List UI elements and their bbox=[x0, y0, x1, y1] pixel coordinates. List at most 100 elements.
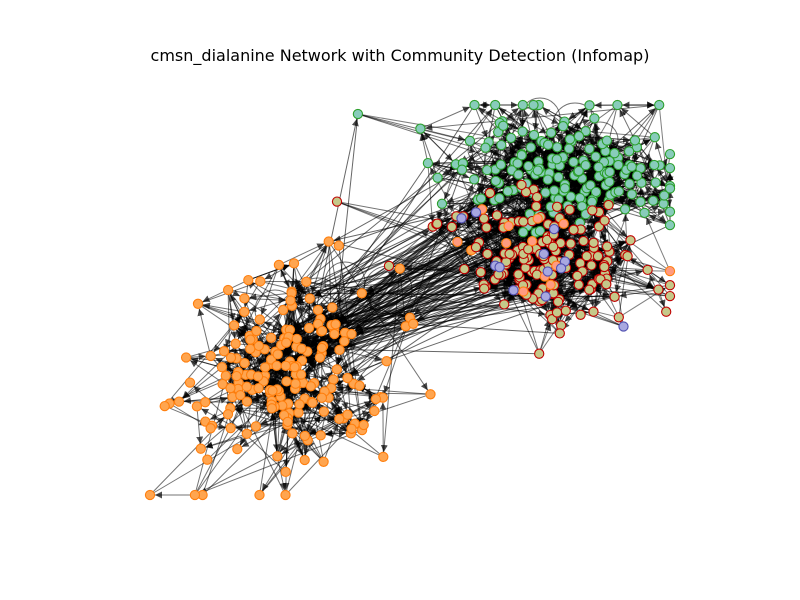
network-edge bbox=[333, 190, 555, 243]
network-node bbox=[650, 177, 661, 188]
network-node bbox=[580, 160, 591, 171]
network-edge bbox=[227, 289, 238, 339]
network-node bbox=[356, 288, 367, 299]
network-edge bbox=[326, 284, 555, 354]
network-node bbox=[626, 189, 637, 200]
network-node bbox=[216, 362, 228, 373]
network-edge bbox=[335, 195, 628, 325]
network-node bbox=[318, 406, 330, 417]
network-edge bbox=[357, 113, 518, 155]
network-edge bbox=[324, 223, 549, 356]
network-node bbox=[518, 286, 529, 297]
network-node bbox=[631, 170, 643, 181]
network-node bbox=[540, 187, 551, 198]
network-node bbox=[303, 322, 315, 334]
network-node bbox=[573, 131, 585, 142]
network-node bbox=[505, 132, 517, 144]
network-node bbox=[281, 376, 292, 387]
network-edge bbox=[244, 296, 286, 304]
network-node bbox=[479, 283, 490, 294]
network-node bbox=[624, 178, 635, 189]
network-node bbox=[531, 191, 543, 203]
network-node bbox=[480, 142, 491, 153]
network-node bbox=[291, 333, 302, 345]
network-node bbox=[558, 218, 569, 229]
network-node bbox=[484, 187, 496, 199]
network-node bbox=[581, 251, 592, 262]
network-edge bbox=[291, 303, 505, 345]
network-node bbox=[584, 143, 595, 155]
network-node bbox=[334, 413, 345, 425]
network-edge bbox=[522, 104, 559, 125]
network-node bbox=[593, 161, 604, 173]
network-edge bbox=[197, 308, 212, 357]
network-node bbox=[327, 302, 338, 313]
network-node bbox=[314, 352, 326, 363]
network-node bbox=[664, 219, 676, 231]
network-edge bbox=[249, 292, 292, 301]
network-node bbox=[475, 193, 487, 204]
network-node bbox=[599, 215, 610, 226]
network-edge bbox=[380, 268, 401, 453]
network-node bbox=[305, 381, 316, 392]
network-node bbox=[578, 235, 589, 247]
network-node bbox=[475, 267, 486, 278]
network-edge bbox=[238, 325, 288, 342]
network-node bbox=[250, 421, 262, 432]
network-node bbox=[316, 342, 328, 354]
network-node bbox=[481, 164, 493, 176]
network-node bbox=[513, 169, 524, 180]
network-node bbox=[159, 400, 170, 412]
network-edge bbox=[290, 172, 508, 301]
network-node bbox=[470, 242, 482, 253]
network-node bbox=[318, 456, 329, 467]
network-node bbox=[612, 99, 623, 111]
network-node bbox=[281, 337, 292, 348]
network-node bbox=[545, 279, 556, 290]
network-node bbox=[330, 319, 341, 330]
network-node bbox=[218, 346, 230, 357]
network-node bbox=[625, 235, 636, 246]
network-edge bbox=[333, 104, 475, 322]
network-edge bbox=[241, 421, 288, 448]
network-node bbox=[228, 320, 240, 331]
network-node bbox=[659, 190, 670, 201]
network-node bbox=[456, 213, 467, 224]
network-node bbox=[205, 423, 216, 434]
network-node bbox=[516, 179, 527, 191]
network-node bbox=[217, 378, 228, 390]
network-node bbox=[496, 139, 507, 151]
network-node bbox=[588, 237, 599, 248]
network-node bbox=[241, 428, 252, 439]
network-edge bbox=[293, 171, 458, 264]
network-node bbox=[296, 343, 307, 354]
network-node bbox=[253, 340, 264, 352]
network-node bbox=[568, 224, 579, 235]
network-node bbox=[568, 156, 579, 168]
network-edge bbox=[201, 408, 248, 435]
network-node bbox=[572, 270, 583, 282]
network-node bbox=[623, 146, 635, 157]
network-edge bbox=[285, 191, 561, 344]
network-edge bbox=[559, 104, 590, 144]
network-node bbox=[192, 298, 204, 309]
network-node bbox=[642, 264, 653, 276]
network-node bbox=[654, 99, 665, 111]
network-node bbox=[664, 148, 676, 160]
network-node bbox=[241, 381, 252, 392]
network-node bbox=[481, 222, 492, 233]
network-node bbox=[239, 293, 250, 304]
network-edge bbox=[469, 108, 493, 142]
network-node bbox=[230, 338, 241, 349]
network-node bbox=[527, 236, 538, 247]
network-node bbox=[513, 269, 524, 280]
network-node bbox=[573, 279, 584, 290]
network-node bbox=[282, 416, 293, 428]
network-edge bbox=[618, 190, 660, 198]
network-node bbox=[534, 348, 545, 359]
network-node bbox=[333, 240, 344, 251]
network-node bbox=[498, 120, 509, 131]
network-node bbox=[304, 293, 315, 304]
network-edge bbox=[614, 240, 631, 293]
network-node bbox=[664, 206, 676, 217]
